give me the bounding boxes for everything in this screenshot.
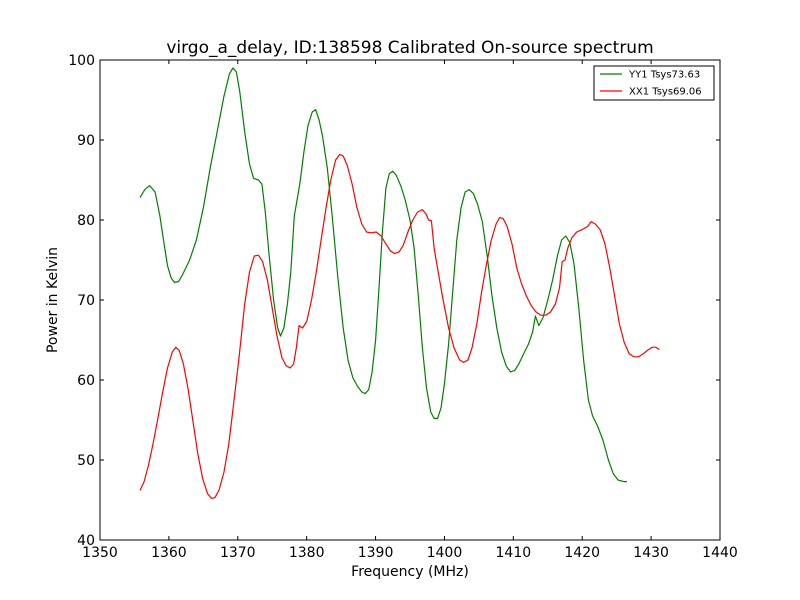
y-tick-label: 70 <box>77 293 95 309</box>
y-tick-label: 100 <box>68 53 95 69</box>
plot-area <box>100 60 720 540</box>
y-tick-label: 90 <box>77 133 95 149</box>
x-tick-label: 1360 <box>151 545 187 561</box>
x-tick-label: 1380 <box>289 545 325 561</box>
legend-box <box>593 65 715 101</box>
x-tick-label: 1370 <box>220 545 256 561</box>
tick-labels: 1350 1360 1370 1380 1390 1400 1410 1420 1430 1440… <box>68 53 738 561</box>
y-tick-label: 50 <box>77 453 95 469</box>
legend-label-1: XX1 Tsys69.06 <box>629 87 702 98</box>
y-tick-label: 40 <box>77 533 95 549</box>
data-lines <box>139 67 660 499</box>
series-line-1 <box>139 153 660 499</box>
x-tick-label: 1410 <box>496 545 532 561</box>
legend-label-0: YY1 Tsys73.63 <box>628 70 700 81</box>
x-tick-label: 1390 <box>358 545 394 561</box>
x-tick-label: 1430 <box>633 545 669 561</box>
x-tick-label: 1420 <box>564 545 600 561</box>
y-tick-label: 60 <box>77 373 95 389</box>
chart-title: virgo_a_delay, ID:138598 Calibrated On-s… <box>166 38 653 58</box>
series-line-0 <box>139 67 627 483</box>
x-tick-label: 1400 <box>427 545 463 561</box>
x-axis-label: Frequency (MHz) <box>351 564 469 580</box>
y-tick-label: 80 <box>77 213 95 229</box>
y-axis-label: Power in Kelvin <box>45 247 61 353</box>
plot-frame <box>99 59 721 541</box>
x-tick-label: 1440 <box>702 545 738 561</box>
legend: YY1 Tsys73.63 XX1 Tsys69.06 <box>593 65 715 101</box>
x-tick-label: 1350 <box>82 545 118 561</box>
